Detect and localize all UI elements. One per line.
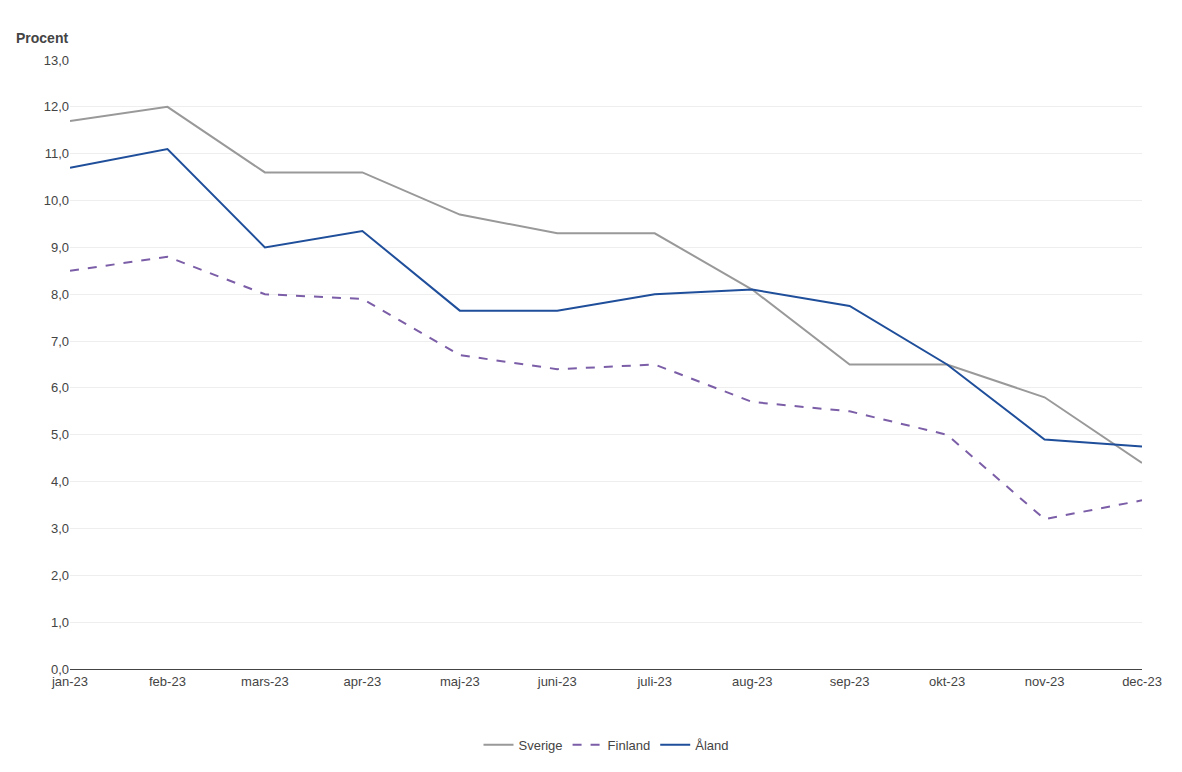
svg-text:Procent: Procent bbox=[16, 30, 68, 46]
svg-text:feb-23: feb-23 bbox=[149, 674, 186, 689]
svg-text:1,0: 1,0 bbox=[51, 615, 69, 630]
svg-text:6,0: 6,0 bbox=[51, 380, 69, 395]
svg-text:sep-23: sep-23 bbox=[830, 674, 870, 689]
svg-text:5,0: 5,0 bbox=[51, 427, 69, 442]
svg-text:okt-23: okt-23 bbox=[929, 674, 965, 689]
svg-text:juli-23: juli-23 bbox=[636, 674, 672, 689]
svg-text:8,0: 8,0 bbox=[51, 287, 69, 302]
svg-text:dec-23: dec-23 bbox=[1122, 674, 1162, 689]
svg-text:3,0: 3,0 bbox=[51, 521, 69, 536]
svg-text:jan-23: jan-23 bbox=[51, 674, 88, 689]
svg-text:maj-23: maj-23 bbox=[440, 674, 480, 689]
svg-text:4,0: 4,0 bbox=[51, 474, 69, 489]
svg-text:apr-23: apr-23 bbox=[344, 674, 382, 689]
svg-text:Sverige: Sverige bbox=[519, 738, 563, 753]
svg-text:Åland: Åland bbox=[695, 738, 728, 753]
svg-text:0,0: 0,0 bbox=[51, 662, 69, 677]
svg-text:2,0: 2,0 bbox=[51, 568, 69, 583]
svg-text:aug-23: aug-23 bbox=[732, 674, 772, 689]
svg-text:12,0: 12,0 bbox=[44, 99, 69, 114]
svg-text:mars-23: mars-23 bbox=[241, 674, 289, 689]
svg-text:juni-23: juni-23 bbox=[537, 674, 577, 689]
svg-text:nov-23: nov-23 bbox=[1025, 674, 1065, 689]
svg-text:13,0: 13,0 bbox=[44, 53, 69, 68]
svg-text:10,0: 10,0 bbox=[44, 193, 69, 208]
svg-text:Finland: Finland bbox=[608, 738, 651, 753]
svg-text:9,0: 9,0 bbox=[51, 240, 69, 255]
svg-text:7,0: 7,0 bbox=[51, 334, 69, 349]
svg-text:11,0: 11,0 bbox=[45, 146, 69, 161]
